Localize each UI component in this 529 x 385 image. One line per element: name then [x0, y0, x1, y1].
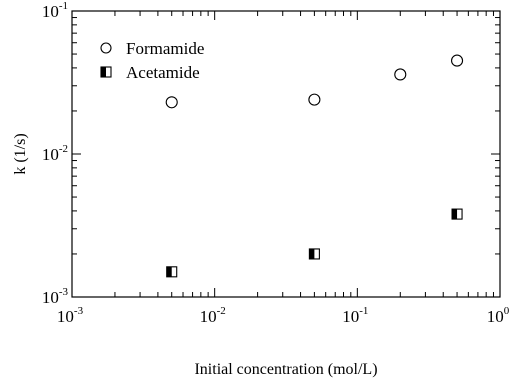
point-formamide: [451, 54, 464, 67]
point-acetamide: [451, 208, 463, 220]
point-acetamide: [308, 248, 320, 260]
point-formamide: [308, 93, 321, 106]
x-axis-label: Initial concentration (mol/L): [194, 361, 377, 378]
legend: Formamide Acetamide: [100, 39, 204, 82]
axis-ticks: [71, 11, 500, 298]
y-tick-label: 10-3: [42, 286, 69, 307]
y-tick-label: 10-2: [42, 143, 68, 164]
x-tick-label: 10-2: [200, 305, 226, 326]
y-axis-label: k (1/s): [12, 133, 29, 174]
point-acetamide: [166, 266, 178, 278]
data-points: [165, 54, 464, 278]
x-tick-label: 100: [487, 305, 510, 326]
legend-label-formamide: Formamide: [126, 39, 204, 58]
legend-label-acetamide: Acetamide: [126, 63, 200, 82]
y-tick-label: 10-1: [42, 0, 68, 21]
point-formamide: [394, 68, 407, 81]
legend-marker-formamide: [100, 42, 112, 54]
legend-marker-acetamide: [100, 66, 112, 78]
x-tick-label: 10-3: [57, 305, 84, 326]
point-formamide: [165, 96, 178, 109]
x-tick-label: 10-1: [342, 305, 368, 326]
tick-labels: 10-3 10-2 10-1 100 10-3 10-2 10-1: [42, 0, 510, 326]
